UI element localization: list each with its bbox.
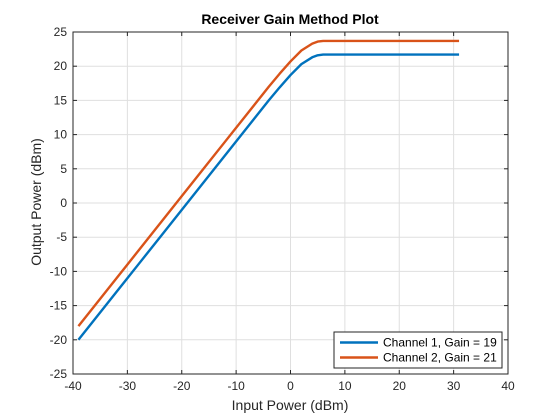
x-tick-label: -30 bbox=[119, 379, 137, 393]
x-axis-label: Input Power (dBm) bbox=[232, 397, 349, 413]
y-axis-label: Output Power (dBm) bbox=[28, 138, 44, 266]
y-tick-label: -15 bbox=[50, 299, 68, 313]
series-lines bbox=[77, 39, 460, 341]
x-tick-label: 30 bbox=[447, 379, 461, 393]
x-tick-label: 40 bbox=[501, 379, 515, 393]
chart-title: Receiver Gain Method Plot bbox=[201, 11, 379, 27]
series-line-2 bbox=[77, 39, 460, 327]
y-tick-label: 15 bbox=[54, 93, 68, 107]
y-tick-label: 25 bbox=[54, 25, 68, 39]
legend-label-1: Channel 1, Gain = 19 bbox=[383, 336, 497, 350]
legend-box bbox=[333, 331, 503, 369]
y-tick-label: 20 bbox=[54, 59, 68, 73]
y-tick-label: -5 bbox=[56, 230, 67, 244]
y-tick-label: -25 bbox=[50, 367, 68, 381]
x-tick-label: 0 bbox=[287, 379, 294, 393]
x-tick-label: -40 bbox=[64, 379, 82, 393]
x-tick-label: -20 bbox=[173, 379, 191, 393]
x-tick-label: -10 bbox=[227, 379, 245, 393]
y-tick-label: -10 bbox=[50, 264, 68, 278]
axes bbox=[72, 31, 509, 375]
y-tick-label: -20 bbox=[50, 333, 68, 347]
tick-labels: -40 -30 -20 -10 0 10 20 30 40 -25 -20 -15 -10 -5 0 5 10 1… bbox=[50, 25, 515, 393]
x-tick-label: 20 bbox=[393, 379, 407, 393]
legend-label-2: Channel 2, Gain = 21 bbox=[383, 351, 497, 365]
y-tick-label: 5 bbox=[60, 162, 67, 176]
y-tick-label: 10 bbox=[54, 128, 68, 142]
y-tick-label: 0 bbox=[60, 196, 67, 210]
series-line-1 bbox=[77, 53, 460, 341]
x-tick-label: 10 bbox=[338, 379, 352, 393]
